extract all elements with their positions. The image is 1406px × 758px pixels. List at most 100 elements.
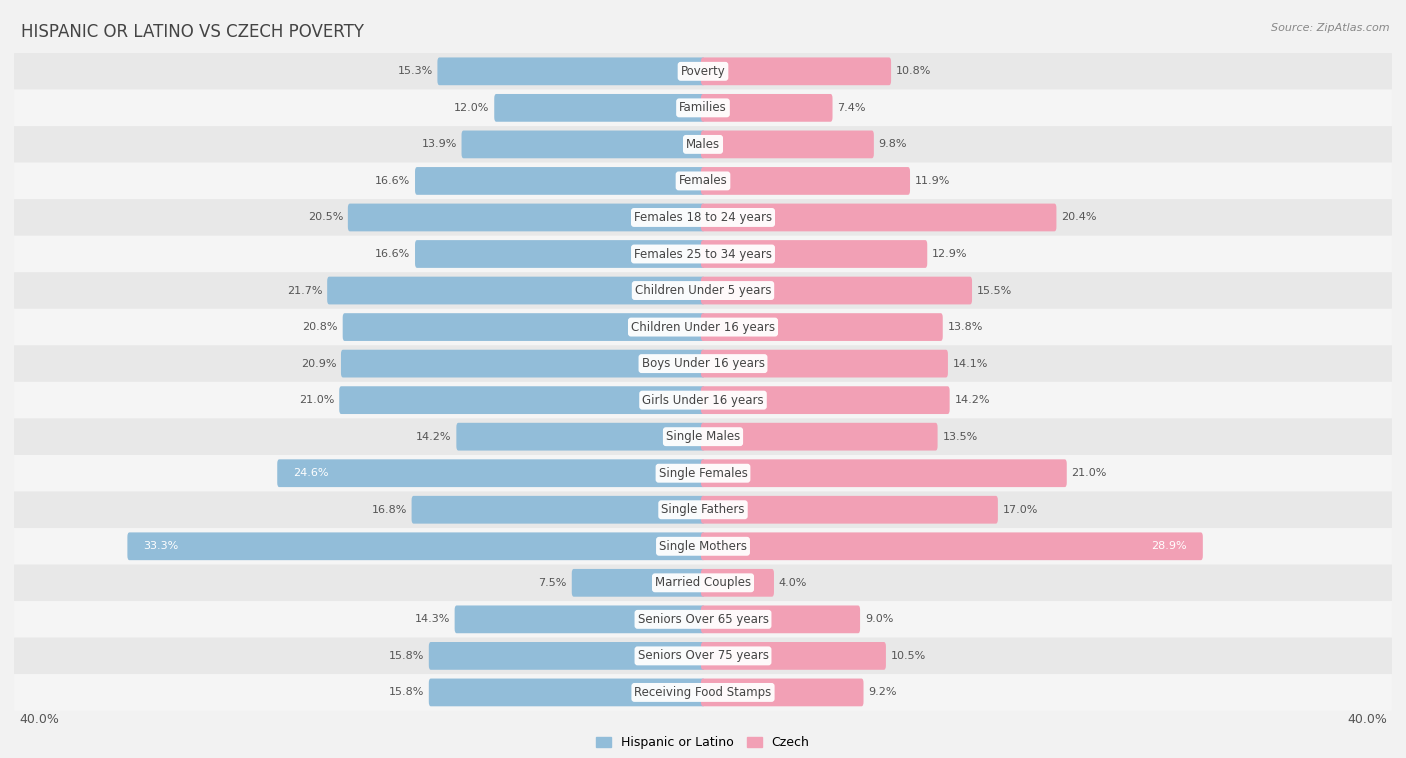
Text: 7.4%: 7.4%	[838, 103, 866, 113]
FancyBboxPatch shape	[702, 569, 773, 597]
Text: 20.4%: 20.4%	[1062, 212, 1097, 222]
Text: 21.0%: 21.0%	[299, 395, 335, 405]
FancyBboxPatch shape	[14, 163, 1392, 199]
FancyBboxPatch shape	[14, 637, 1392, 674]
Text: 13.5%: 13.5%	[942, 431, 977, 442]
FancyBboxPatch shape	[328, 277, 704, 305]
FancyBboxPatch shape	[415, 167, 704, 195]
FancyBboxPatch shape	[454, 606, 704, 633]
FancyBboxPatch shape	[429, 642, 704, 670]
FancyBboxPatch shape	[429, 678, 704, 706]
Text: 16.8%: 16.8%	[371, 505, 406, 515]
Text: Married Couples: Married Couples	[655, 576, 751, 589]
FancyBboxPatch shape	[702, 423, 938, 450]
Text: Receiving Food Stamps: Receiving Food Stamps	[634, 686, 772, 699]
Text: 11.9%: 11.9%	[915, 176, 950, 186]
FancyBboxPatch shape	[14, 89, 1392, 126]
Text: Females 18 to 24 years: Females 18 to 24 years	[634, 211, 772, 224]
FancyBboxPatch shape	[412, 496, 704, 524]
Text: 12.0%: 12.0%	[454, 103, 489, 113]
FancyBboxPatch shape	[457, 423, 704, 450]
Text: 15.5%: 15.5%	[977, 286, 1012, 296]
Text: 12.9%: 12.9%	[932, 249, 967, 259]
Text: Females 25 to 34 years: Females 25 to 34 years	[634, 248, 772, 261]
Text: 4.0%: 4.0%	[779, 578, 807, 587]
FancyBboxPatch shape	[702, 459, 1067, 487]
Text: 15.8%: 15.8%	[388, 688, 425, 697]
Text: Poverty: Poverty	[681, 65, 725, 78]
Text: 16.6%: 16.6%	[375, 176, 411, 186]
FancyBboxPatch shape	[14, 53, 1392, 89]
FancyBboxPatch shape	[702, 387, 949, 414]
FancyBboxPatch shape	[437, 58, 704, 85]
FancyBboxPatch shape	[495, 94, 704, 122]
Text: 14.1%: 14.1%	[953, 359, 988, 368]
Text: 9.0%: 9.0%	[865, 614, 893, 625]
Text: Single Mothers: Single Mothers	[659, 540, 747, 553]
FancyBboxPatch shape	[14, 674, 1392, 711]
Text: Children Under 5 years: Children Under 5 years	[634, 284, 772, 297]
Text: 15.8%: 15.8%	[388, 651, 425, 661]
Text: 15.3%: 15.3%	[398, 67, 433, 77]
Text: HISPANIC OR LATINO VS CZECH POVERTY: HISPANIC OR LATINO VS CZECH POVERTY	[21, 23, 364, 41]
Text: 10.5%: 10.5%	[891, 651, 927, 661]
Text: 17.0%: 17.0%	[1002, 505, 1038, 515]
FancyBboxPatch shape	[339, 387, 704, 414]
FancyBboxPatch shape	[702, 277, 972, 305]
Text: Source: ZipAtlas.com: Source: ZipAtlas.com	[1271, 23, 1389, 33]
FancyBboxPatch shape	[702, 349, 948, 377]
FancyBboxPatch shape	[702, 58, 891, 85]
Text: 9.2%: 9.2%	[869, 688, 897, 697]
FancyBboxPatch shape	[14, 126, 1392, 163]
Text: 20.9%: 20.9%	[301, 359, 336, 368]
FancyBboxPatch shape	[14, 199, 1392, 236]
Text: Single Males: Single Males	[666, 431, 740, 443]
Text: 21.7%: 21.7%	[287, 286, 322, 296]
FancyBboxPatch shape	[572, 569, 704, 597]
FancyBboxPatch shape	[14, 418, 1392, 455]
Text: 10.8%: 10.8%	[896, 67, 931, 77]
Text: Single Fathers: Single Fathers	[661, 503, 745, 516]
FancyBboxPatch shape	[702, 130, 875, 158]
FancyBboxPatch shape	[702, 678, 863, 706]
FancyBboxPatch shape	[128, 532, 704, 560]
Text: 33.3%: 33.3%	[143, 541, 179, 551]
FancyBboxPatch shape	[14, 382, 1392, 418]
FancyBboxPatch shape	[277, 459, 704, 487]
FancyBboxPatch shape	[14, 236, 1392, 272]
FancyBboxPatch shape	[14, 491, 1392, 528]
Text: 40.0%: 40.0%	[20, 713, 59, 726]
FancyBboxPatch shape	[702, 313, 943, 341]
Text: Single Females: Single Females	[658, 467, 748, 480]
Text: 13.9%: 13.9%	[422, 139, 457, 149]
FancyBboxPatch shape	[14, 601, 1392, 637]
Text: 9.8%: 9.8%	[879, 139, 907, 149]
Text: 14.2%: 14.2%	[955, 395, 990, 405]
FancyBboxPatch shape	[461, 130, 704, 158]
Text: 20.8%: 20.8%	[302, 322, 337, 332]
Text: 14.2%: 14.2%	[416, 431, 451, 442]
Text: Girls Under 16 years: Girls Under 16 years	[643, 393, 763, 406]
FancyBboxPatch shape	[14, 455, 1392, 491]
Text: Seniors Over 75 years: Seniors Over 75 years	[637, 650, 769, 662]
Text: Females: Females	[679, 174, 727, 187]
Text: Boys Under 16 years: Boys Under 16 years	[641, 357, 765, 370]
FancyBboxPatch shape	[702, 167, 910, 195]
Text: 13.8%: 13.8%	[948, 322, 983, 332]
Text: Families: Families	[679, 102, 727, 114]
Text: 40.0%: 40.0%	[1347, 713, 1386, 726]
FancyBboxPatch shape	[14, 528, 1392, 565]
FancyBboxPatch shape	[14, 346, 1392, 382]
Text: 28.9%: 28.9%	[1152, 541, 1187, 551]
FancyBboxPatch shape	[415, 240, 704, 268]
Text: 7.5%: 7.5%	[538, 578, 567, 587]
FancyBboxPatch shape	[343, 313, 704, 341]
FancyBboxPatch shape	[347, 204, 704, 231]
Text: Seniors Over 65 years: Seniors Over 65 years	[637, 613, 769, 626]
Text: 14.3%: 14.3%	[415, 614, 450, 625]
FancyBboxPatch shape	[342, 349, 704, 377]
FancyBboxPatch shape	[14, 565, 1392, 601]
FancyBboxPatch shape	[14, 272, 1392, 309]
Text: Males: Males	[686, 138, 720, 151]
FancyBboxPatch shape	[702, 204, 1056, 231]
